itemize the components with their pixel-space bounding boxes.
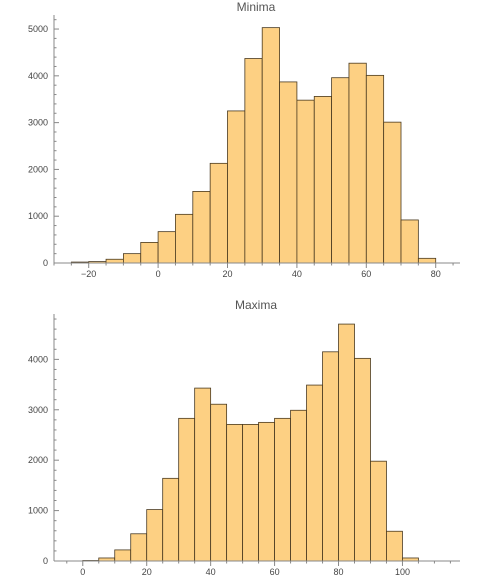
y-tick-label: 0 (43, 258, 48, 268)
histogram-bar (348, 62, 367, 264)
x-tick-label: 80 (334, 567, 344, 577)
histogram-bar (140, 242, 159, 264)
x-tick-label: 0 (80, 567, 85, 577)
x-tick-label: 40 (292, 269, 302, 279)
histogram-bar (290, 409, 307, 562)
histogram-bar (274, 417, 291, 562)
chart-title: Maxima (235, 298, 277, 312)
histogram-bar (162, 477, 180, 562)
histogram-bar (296, 99, 315, 264)
y-tick-label: 3000 (28, 118, 48, 128)
histogram-bar (105, 258, 124, 264)
chart-title: Minima (237, 0, 276, 14)
x-tick-label: 0 (156, 269, 161, 279)
histogram-bar (210, 403, 228, 562)
histogram-bar (322, 351, 339, 562)
histogram-bar (244, 58, 263, 264)
histogram-bar (130, 533, 148, 562)
histogram-bar (258, 421, 275, 562)
histogram-bar (331, 77, 350, 264)
histogram-bar (242, 423, 259, 562)
histogram-bar (354, 357, 371, 562)
histogram-bar (123, 253, 142, 264)
histogram-bar (370, 460, 387, 562)
bars (70, 27, 437, 264)
histogram-bar (400, 219, 419, 264)
histogram-bar (386, 530, 403, 562)
histogram-bar (227, 110, 246, 264)
x-tick-label: 20 (222, 269, 232, 279)
x-tick-label: 60 (270, 567, 280, 577)
y-tick-label: 0 (43, 556, 48, 566)
histogram-bar (209, 162, 228, 264)
histogram-bar (157, 231, 176, 264)
bars (82, 323, 419, 562)
x-tick-label: 100 (395, 567, 410, 577)
y-tick-label: 3000 (28, 405, 48, 415)
x-tick-label: 40 (206, 567, 216, 577)
histogram-bar (417, 257, 437, 264)
histogram-bar (338, 323, 355, 562)
histogram-bar (226, 423, 244, 562)
x-tick-label: 20 (142, 567, 152, 577)
y-tick-label: 1000 (28, 211, 48, 221)
y-tick-label: 4000 (28, 354, 48, 364)
histogram-bar (261, 27, 280, 264)
histogram-bar (194, 387, 212, 562)
histogram-bar (306, 384, 323, 562)
histogram-bar (365, 74, 385, 264)
x-tick-label: −20 (81, 269, 96, 279)
y-tick-label: 2000 (28, 455, 48, 465)
axes: −20 0 20 40 60 80 0 1000 2000 3000 4000 5000 (28, 15, 460, 279)
histogram-bar (146, 509, 164, 562)
histogram-bar (178, 417, 196, 562)
histogram-bar (175, 213, 194, 264)
minima-histogram: Minima −20 0 20 40 60 80 0 1000 2000 3000 4000 5000 (28, 0, 460, 279)
y-tick-label: 2000 (28, 164, 48, 174)
histogram-bar (192, 191, 211, 264)
y-tick-label: 5000 (28, 24, 48, 34)
histogram-bar (279, 81, 298, 264)
y-tick-label: 4000 (28, 71, 48, 81)
histogram-bar (313, 96, 333, 264)
histogram-bar (383, 121, 402, 264)
x-tick-label: 80 (431, 269, 441, 279)
x-tick-label: 60 (361, 269, 371, 279)
y-tick-label: 1000 (28, 506, 48, 516)
histogram-bar (114, 549, 132, 562)
